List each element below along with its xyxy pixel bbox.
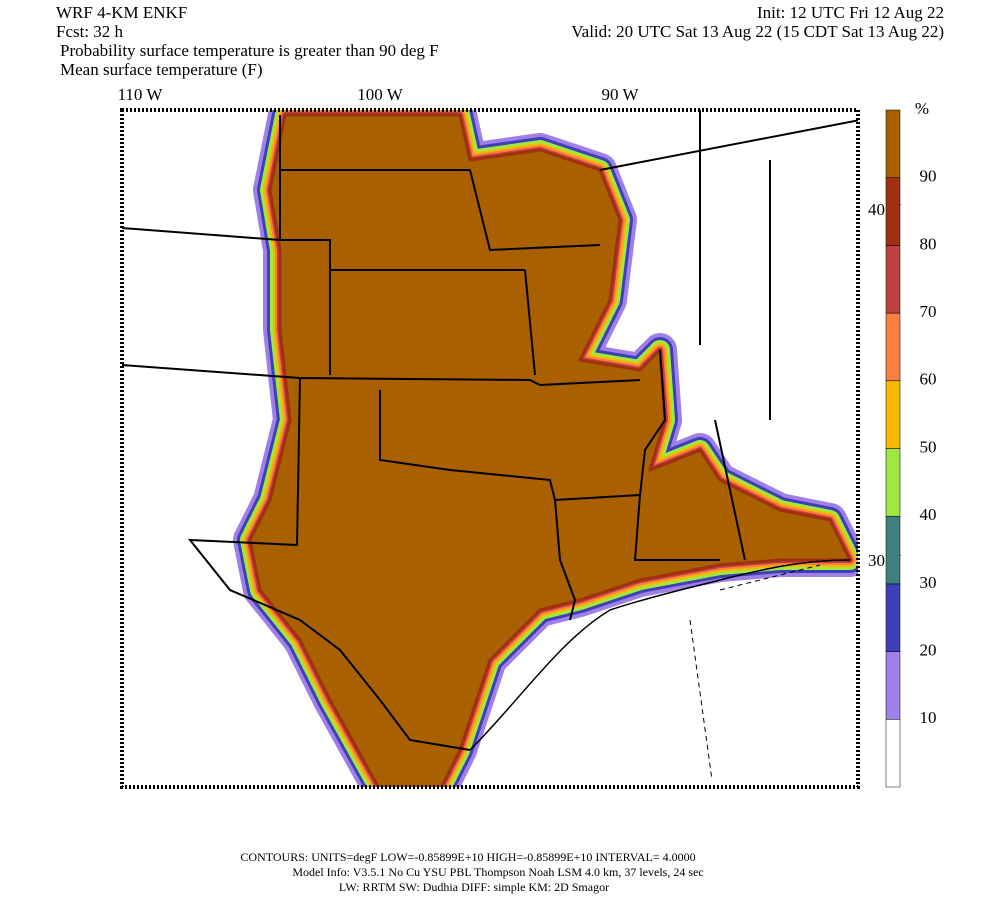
probability-core xyxy=(248,113,852,787)
footer-line: CONTOURS: UNITS=degF LOW=-0.85899E+10 HI… xyxy=(240,850,695,864)
colorbar-swatch xyxy=(885,515,901,585)
colorbar-swatch xyxy=(885,177,901,246)
colorbar-swatch xyxy=(885,380,901,449)
colorbar-label: 30 xyxy=(920,573,937,592)
state-boundaries xyxy=(122,110,858,751)
forecast-hour: Fcst: 32 h xyxy=(56,22,124,41)
init-time: Init: 12 UTC Fri 12 Aug 22 xyxy=(757,3,944,22)
colorbar-label: 50 xyxy=(920,437,937,456)
footer-line: Model Info: V3.5.1 No Cu YSU PBL Thompso… xyxy=(292,865,703,879)
model-name: WRF 4-KM ENKF xyxy=(56,3,187,22)
probability-field xyxy=(233,110,858,787)
colorbar-label: 60 xyxy=(920,370,937,389)
colorbar-swatch xyxy=(885,719,901,788)
colorbar-label: 70 xyxy=(920,302,937,321)
colorbar-swatch xyxy=(885,448,901,517)
colorbar-swatch xyxy=(885,651,901,720)
colorbar-swatch xyxy=(885,312,901,382)
colorbar-swatch xyxy=(885,245,901,314)
colorbar-label: 80 xyxy=(920,234,937,253)
footer-line: LW: RRTM SW: Dudhia DIFF: simple KM: 2D … xyxy=(339,880,609,894)
colorbar-label: 10 xyxy=(920,708,937,727)
map-frame xyxy=(120,108,860,789)
map xyxy=(120,108,860,789)
colorbar-label: 40 xyxy=(920,505,937,524)
lon-label: 100 W xyxy=(357,85,403,104)
lon-label: 110 W xyxy=(118,85,164,104)
field-title: Probability surface temperature is great… xyxy=(60,41,439,60)
colorbar-label: 20 xyxy=(920,641,937,660)
colorbar-label: 90 xyxy=(920,167,937,186)
colorbar-unit: % xyxy=(915,99,929,118)
maritime-boundary xyxy=(689,564,821,781)
lon-label: 90 W xyxy=(602,85,640,104)
colorbar-swatch xyxy=(885,583,901,652)
valid-time: Valid: 20 UTC Sat 13 Aug 22 (15 CDT Sat … xyxy=(571,22,944,41)
colorbar: % 10 20 30 40 50 60 70 80 90 xyxy=(885,99,937,788)
colorbar-swatch xyxy=(885,109,901,178)
field-title: Mean surface temperature (F) xyxy=(60,60,262,79)
